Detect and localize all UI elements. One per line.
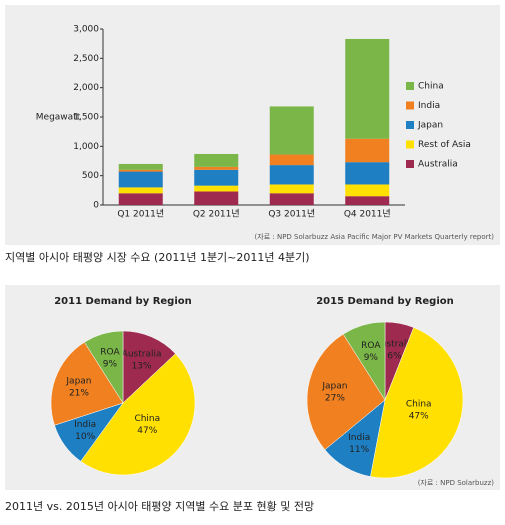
- slice-label: ROA: [100, 348, 120, 358]
- bar-segment: [194, 191, 239, 205]
- y-tick-label: 500: [82, 171, 99, 181]
- slice-value: 47%: [409, 411, 429, 421]
- slice-label: China: [134, 414, 160, 424]
- x-tick-label: Q1 2011년: [117, 209, 164, 220]
- legend-label: Australia: [418, 160, 458, 170]
- source: (자료 : NPD Solarbuzz Asia Pacific Major P…: [255, 232, 495, 241]
- pie-slice: [342, 321, 386, 401]
- legend-swatch: [406, 160, 414, 168]
- legend-label: China: [418, 82, 444, 92]
- legend-swatch: [406, 121, 414, 129]
- y-tick-label: 3,000: [73, 25, 99, 35]
- slice-value: 9%: [364, 353, 379, 363]
- bar-segment: [345, 138, 390, 163]
- pie-title: 2011 Demand by Region: [54, 296, 192, 307]
- slice-label: Japan: [65, 377, 91, 387]
- bar-segment: [345, 162, 390, 185]
- source: (자료 : NPD Solarbuzz): [418, 478, 495, 487]
- caption: 지역별 아시아 태평양 시장 수요 (2011년 1분기~2011년 4분기): [5, 251, 310, 264]
- bar-segment: [118, 193, 163, 205]
- slice-value: 9%: [103, 360, 118, 370]
- slice-value: 21%: [69, 389, 89, 399]
- pie-slice: [84, 330, 124, 404]
- pie-slice: [122, 330, 176, 404]
- pie-title: 2015 Demand by Region: [316, 296, 454, 307]
- slice-label: Australia: [375, 340, 415, 350]
- bar-segment: [194, 169, 239, 186]
- bar-segment: [269, 106, 314, 155]
- pie-slice: [50, 341, 124, 426]
- bar-segment: [118, 171, 163, 188]
- x-tick-label: Q3 2011년: [268, 209, 315, 220]
- bar-segment: [269, 184, 314, 194]
- legend-label: Rest of Asia: [418, 140, 471, 150]
- slice-label: India: [348, 433, 370, 443]
- bar-segment: [345, 196, 390, 205]
- pie-slice: [80, 353, 196, 476]
- slice-value: 27%: [325, 394, 345, 404]
- legend-swatch: [406, 82, 414, 90]
- pie-slice: [370, 327, 464, 479]
- legend-swatch: [406, 140, 414, 149]
- y-tick-label: 2,000: [73, 83, 99, 93]
- bar-segment: [118, 169, 163, 172]
- y-axis-label: Megawatt: [36, 113, 81, 123]
- bar-segment: [269, 154, 314, 166]
- slice-value: 10%: [75, 432, 95, 442]
- slice-value: 13%: [132, 362, 152, 372]
- bar-segment: [194, 185, 239, 192]
- slice-label: Japan: [321, 382, 347, 392]
- bar-segment: [345, 38, 390, 139]
- caption: 2011년 vs. 2015년 아시아 태평양 지역별 수요 분포 현황 및 전…: [5, 500, 314, 513]
- pie-slice: [306, 333, 386, 451]
- bar-segment: [269, 193, 314, 205]
- slice-value: 6%: [387, 352, 402, 362]
- bar-segment: [194, 166, 239, 170]
- y-tick-label: 1,500: [73, 113, 99, 123]
- x-tick-label: Q4 2011년: [344, 209, 391, 220]
- y-tick-label: 0: [93, 201, 99, 211]
- legend-label: Japan: [417, 121, 443, 131]
- legend-swatch: [406, 101, 414, 110]
- slice-value: 11%: [349, 445, 369, 455]
- bar-segment: [118, 187, 163, 194]
- slice-label: Australia: [122, 350, 162, 360]
- legend-label: India: [418, 101, 440, 111]
- bar-segment: [118, 163, 163, 170]
- slice-value: 47%: [137, 426, 157, 436]
- slice-label: India: [74, 420, 96, 430]
- bar-segment: [194, 153, 239, 167]
- bar-segment: [269, 165, 314, 185]
- x-tick-label: Q2 2011년: [193, 209, 240, 220]
- slice-label: ROA: [361, 341, 381, 351]
- slice-label: China: [406, 399, 432, 409]
- y-tick-label: 2,500: [73, 54, 99, 64]
- bar-segment: [345, 184, 390, 197]
- y-tick-label: 1,000: [73, 142, 99, 152]
